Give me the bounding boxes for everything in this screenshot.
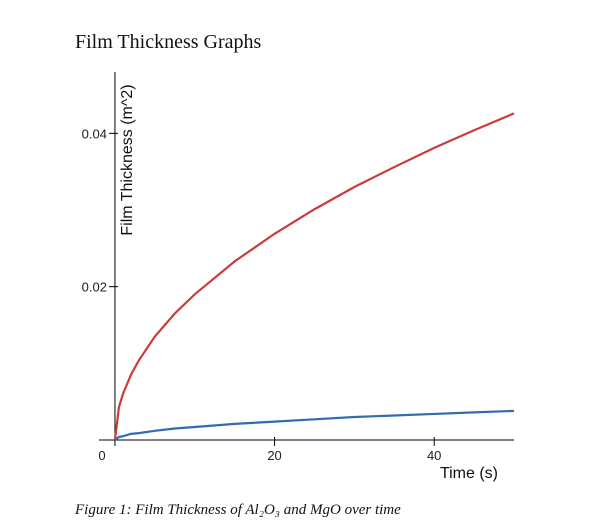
y-axis-label: Film Thickness (m^2) (119, 84, 136, 235)
x-tick-label: 0 (98, 448, 105, 463)
x-tick-label: 40 (427, 448, 441, 463)
caption: Figure 1: Film Thickness of Al₂O₃ and Mg… (74, 502, 401, 518)
x-tick-label: 20 (267, 448, 281, 463)
line-series (113, 112, 515, 441)
line-series (114, 409, 515, 441)
y-tick-label: 0.04 (82, 126, 107, 141)
y-tick-label: 0.02 (82, 280, 107, 295)
heading: Film Thickness Graphs (75, 31, 262, 53)
x-axis-label: Time (s) (440, 465, 498, 482)
